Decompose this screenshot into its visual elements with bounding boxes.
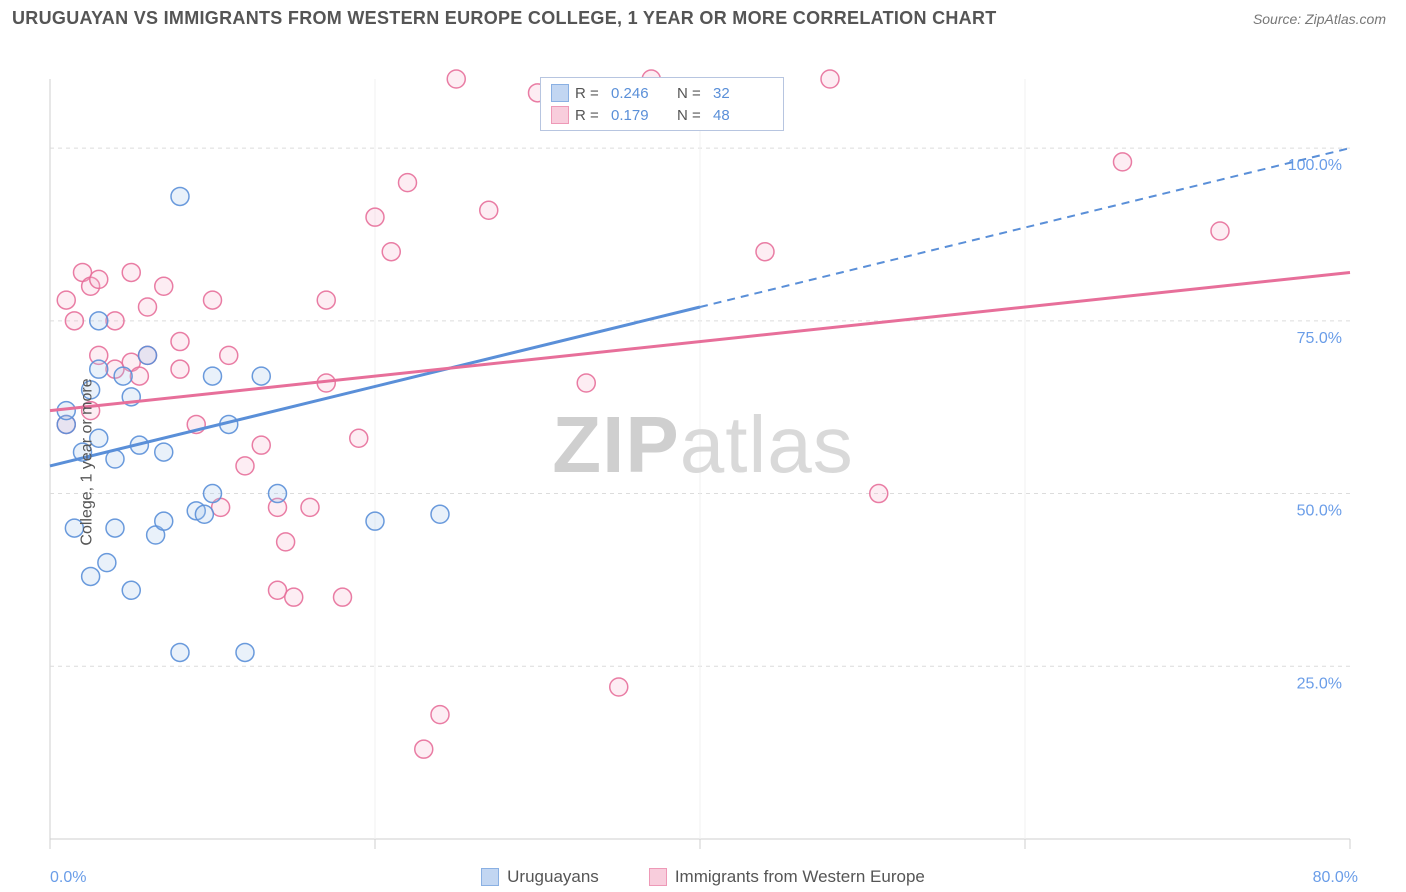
chart-source: Source: ZipAtlas.com bbox=[1253, 11, 1386, 27]
correlation-legend: R = 0.246 N = 32 R = 0.179 N = 48 bbox=[540, 77, 784, 131]
legend-item-uruguayans: Uruguayans bbox=[481, 867, 599, 887]
n-label: N = bbox=[677, 85, 707, 102]
legend-swatch bbox=[551, 84, 569, 102]
chart-header: URUGUAYAN VS IMMIGRANTS FROM WESTERN EUR… bbox=[0, 0, 1406, 37]
r-label: R = bbox=[575, 85, 605, 102]
svg-text:50.0%: 50.0% bbox=[1297, 503, 1342, 520]
legend-swatch bbox=[551, 106, 569, 124]
svg-text:25.0%: 25.0% bbox=[1297, 675, 1342, 692]
legend-swatch-immigrants bbox=[649, 868, 667, 886]
r-value: 0.246 bbox=[611, 85, 671, 102]
legend-correlation-row: R = 0.246 N = 32 bbox=[551, 82, 773, 104]
n-value: 32 bbox=[713, 85, 773, 102]
svg-text:100.0%: 100.0% bbox=[1288, 157, 1342, 174]
legend-label-immigrants: Immigrants from Western Europe bbox=[675, 867, 925, 887]
legend-swatch-uruguayans bbox=[481, 868, 499, 886]
chart-title: URUGUAYAN VS IMMIGRANTS FROM WESTERN EUR… bbox=[12, 8, 997, 29]
legend-item-immigrants: Immigrants from Western Europe bbox=[649, 867, 925, 887]
n-value: 48 bbox=[713, 107, 773, 124]
series-legend: Uruguayans Immigrants from Western Europ… bbox=[0, 867, 1406, 887]
scatter-plot: 25.0% 50.0% 75.0% 100.0% bbox=[0, 37, 1406, 867]
legend-label-uruguayans: Uruguayans bbox=[507, 867, 599, 887]
r-value: 0.179 bbox=[611, 107, 671, 124]
y-axis-label: College, 1 year or more bbox=[79, 378, 97, 545]
n-label: N = bbox=[677, 107, 707, 124]
svg-text:75.0%: 75.0% bbox=[1297, 330, 1342, 347]
r-label: R = bbox=[575, 107, 605, 124]
chart-container: College, 1 year or more ZIPatlas 25.0%50… bbox=[0, 37, 1406, 887]
legend-correlation-row: R = 0.179 N = 48 bbox=[551, 104, 773, 126]
